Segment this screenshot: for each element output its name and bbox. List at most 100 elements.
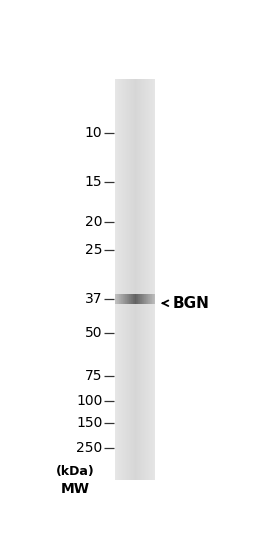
Text: 50: 50: [85, 326, 102, 340]
Bar: [140, 79, 141, 480]
Bar: [144, 79, 145, 480]
Bar: [153, 294, 154, 304]
Bar: [130, 294, 131, 304]
Bar: [124, 294, 125, 304]
Bar: [120, 79, 121, 480]
Bar: [134, 79, 135, 480]
Bar: [145, 294, 146, 304]
Bar: [138, 79, 139, 480]
Bar: [142, 294, 143, 304]
Text: 10: 10: [85, 126, 102, 140]
Text: MW: MW: [61, 483, 90, 496]
Bar: [132, 294, 133, 304]
Bar: [131, 79, 132, 480]
Bar: [122, 294, 123, 304]
Bar: [137, 79, 138, 480]
Bar: [139, 294, 140, 304]
Bar: [117, 79, 118, 480]
Bar: [146, 294, 147, 304]
Bar: [129, 294, 130, 304]
Bar: [115, 294, 116, 304]
Bar: [140, 294, 141, 304]
Text: 100: 100: [76, 394, 102, 408]
Bar: [132, 79, 133, 480]
Bar: [152, 79, 153, 480]
Text: 75: 75: [85, 369, 102, 383]
Bar: [147, 79, 148, 480]
Bar: [142, 79, 143, 480]
Bar: [150, 294, 151, 304]
Bar: [149, 79, 150, 480]
Bar: [119, 79, 120, 480]
Bar: [152, 294, 153, 304]
Bar: [154, 79, 155, 480]
Bar: [136, 79, 137, 480]
Text: (kDa): (kDa): [56, 465, 95, 478]
Bar: [128, 79, 129, 480]
Bar: [136, 79, 137, 480]
Bar: [146, 79, 147, 480]
Bar: [135, 294, 136, 304]
Text: 25: 25: [85, 243, 102, 257]
Bar: [143, 294, 144, 304]
Bar: [148, 294, 149, 304]
Text: 250: 250: [76, 442, 102, 455]
Bar: [129, 79, 130, 480]
Bar: [127, 79, 128, 480]
Bar: [148, 79, 149, 480]
Bar: [134, 294, 135, 304]
Text: 150: 150: [76, 416, 102, 430]
Bar: [150, 79, 151, 480]
Bar: [133, 79, 134, 480]
Text: 15: 15: [85, 175, 102, 189]
Bar: [149, 294, 150, 304]
Bar: [124, 79, 125, 480]
Bar: [134, 294, 135, 304]
Bar: [116, 79, 117, 480]
Bar: [144, 79, 145, 480]
Bar: [139, 79, 140, 480]
Bar: [134, 79, 135, 480]
Bar: [121, 79, 122, 480]
Bar: [138, 294, 139, 304]
Bar: [141, 79, 142, 480]
Bar: [125, 294, 126, 304]
Bar: [121, 294, 122, 304]
Bar: [118, 79, 119, 480]
Bar: [121, 79, 122, 480]
Bar: [152, 79, 153, 480]
Bar: [119, 294, 120, 304]
Bar: [128, 294, 129, 304]
Bar: [119, 79, 120, 480]
Bar: [150, 294, 151, 304]
Bar: [133, 294, 134, 304]
Bar: [117, 79, 118, 480]
Bar: [126, 294, 127, 304]
Bar: [154, 294, 155, 304]
Bar: [131, 294, 132, 304]
Bar: [116, 294, 117, 304]
Bar: [153, 79, 154, 480]
Bar: [147, 294, 148, 304]
Bar: [121, 294, 122, 304]
Bar: [123, 294, 124, 304]
Bar: [126, 79, 127, 480]
Bar: [151, 294, 152, 304]
Bar: [145, 79, 146, 480]
Bar: [138, 294, 139, 304]
Bar: [136, 294, 137, 304]
Bar: [142, 294, 143, 304]
Bar: [138, 79, 139, 480]
Bar: [135, 79, 136, 480]
Bar: [120, 294, 121, 304]
Bar: [129, 294, 130, 304]
Bar: [118, 294, 119, 304]
Bar: [146, 79, 147, 480]
Bar: [154, 294, 155, 304]
Bar: [152, 294, 153, 304]
Bar: [136, 294, 137, 304]
Bar: [144, 294, 145, 304]
Bar: [141, 294, 142, 304]
Text: BGN: BGN: [173, 296, 210, 311]
Bar: [154, 79, 155, 480]
